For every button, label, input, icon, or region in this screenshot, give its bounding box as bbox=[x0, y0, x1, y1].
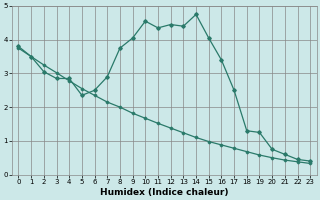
X-axis label: Humidex (Indice chaleur): Humidex (Indice chaleur) bbox=[100, 188, 228, 197]
